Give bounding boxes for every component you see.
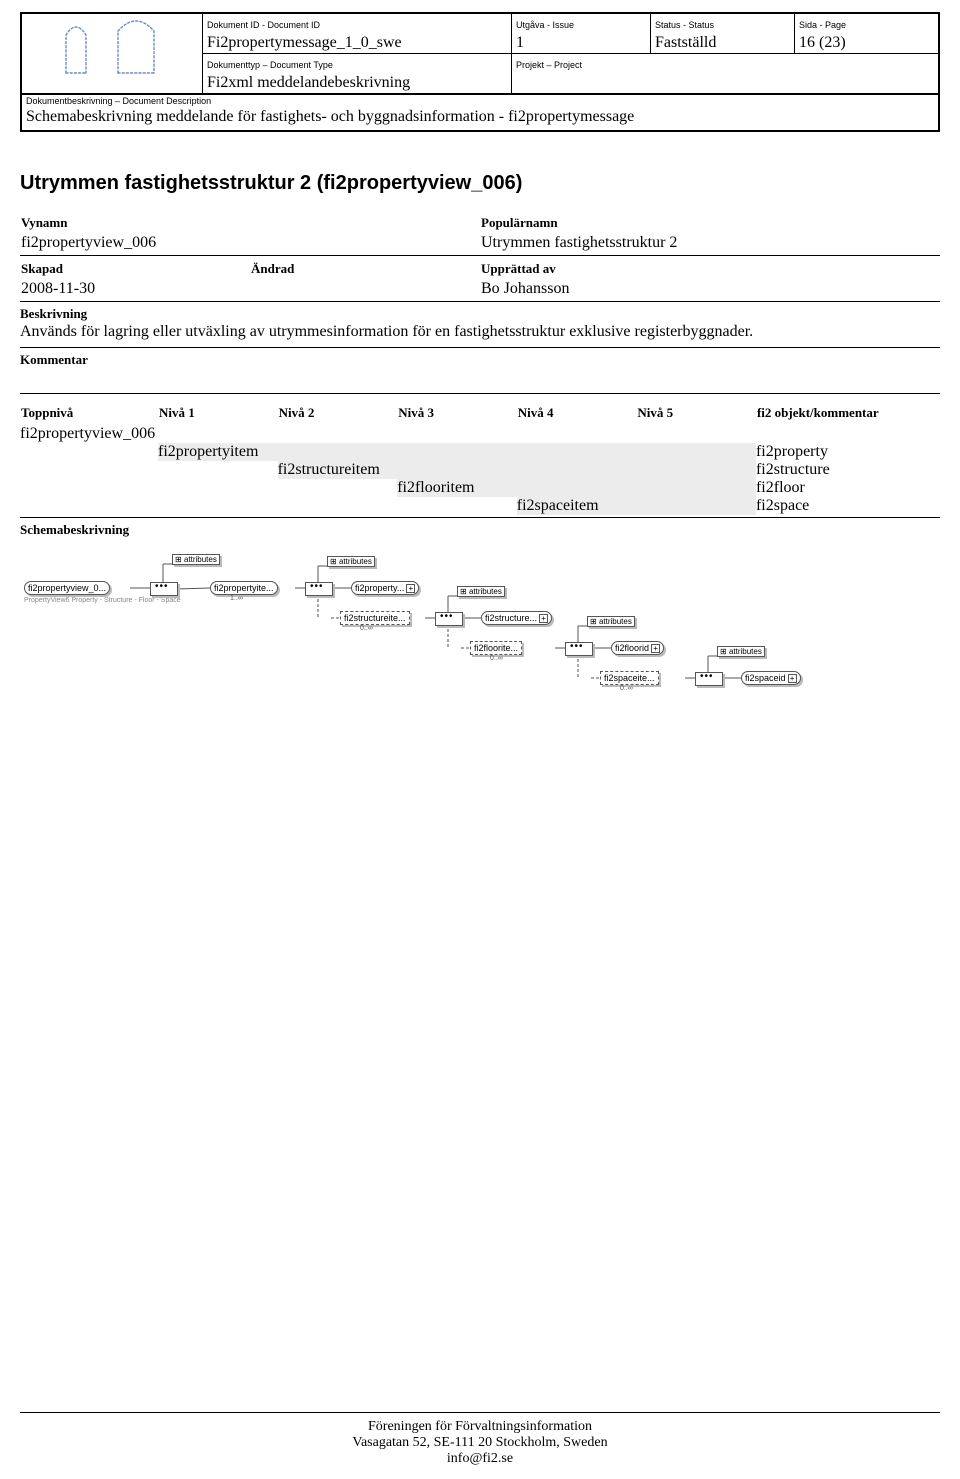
level-cell: fi2propertyitem [158, 443, 278, 461]
schema-seq [695, 672, 723, 686]
levels-header: Nivå 2 [278, 404, 398, 425]
schema-attr: attributes [457, 586, 505, 597]
val-uppratt: Bo Johansson [481, 280, 569, 297]
schema-child: fi2spaceid+ [741, 671, 801, 685]
schema-item: fi2floorite... [470, 641, 522, 655]
levels-row: fi2propertyitem fi2property [20, 443, 940, 461]
level-object: fi2floor [756, 479, 940, 497]
schema-card: 1..∞ [230, 595, 243, 602]
schema-diagram: fi2propertyview_0... PropertyView6 Proper… [20, 545, 890, 725]
lbl-page: Sida - Page [799, 20, 846, 30]
schema-root: fi2propertyview_0... [24, 581, 110, 595]
val-docdesc: Schemabeskrivning meddelande för fastigh… [26, 108, 634, 125]
footer-line2: Vasagatan 52, SE-111 20 Stockholm, Swede… [0, 1435, 960, 1451]
level-object [756, 425, 940, 443]
levels-row: fi2spaceitem fi2space [20, 497, 940, 515]
levels-header: Nivå 4 [517, 404, 637, 425]
lbl-project: Projekt – Project [516, 60, 582, 70]
schema-child: fi2floorid+ [611, 641, 664, 655]
val-popnamn: Utrymmen fastighetsstruktur 2 [481, 234, 677, 251]
level-cell: fi2flooritem [397, 479, 517, 497]
schema-attr: attributes [172, 554, 220, 565]
levels-row: fi2structureitem fi2structure [20, 461, 940, 479]
lbl-docdesc: Dokumentbeskrivning – Document Descripti… [26, 96, 934, 107]
lbl-andrad: Ändrad [251, 261, 294, 276]
schema-item: fi2spaceite... [600, 671, 659, 685]
lbl-schema: Schemabeskrivning [20, 522, 129, 537]
levels-header: fi2 objekt/kommentar [756, 404, 940, 425]
schema-card: 0..∞ [360, 625, 373, 632]
val-beskr: Används för lagring eller utväxling av u… [20, 323, 753, 340]
section-title: Utrymmen fastighetsstruktur 2 (fi2proper… [20, 172, 940, 195]
val-docid: Fi2propertymessage_1_0_swe [207, 34, 402, 51]
schema-child: fi2structure...+ [481, 611, 552, 625]
levels-row: fi2propertyview_006 [20, 425, 940, 443]
val-issue: 1 [516, 34, 524, 51]
lbl-beskr: Beskrivning [20, 306, 87, 321]
val-doctype: Fi2xml meddelandebeskrivning [207, 74, 410, 91]
schema-root-subtitle: PropertyView6 Property - Structure - Flo… [24, 597, 181, 605]
footer: Föreningen för Förvaltningsinformation V… [0, 1412, 960, 1467]
level-cell: fi2spaceitem [517, 497, 637, 515]
schema-item: fi2propertyite... [210, 581, 278, 595]
val-status: Fastställd [655, 34, 716, 51]
val-vynamn: fi2propertyview_006 [21, 234, 156, 251]
level-cell: fi2propertyview_006 [20, 425, 158, 443]
schema-seq [305, 582, 333, 596]
schema-child: fi2property...+ [351, 581, 419, 595]
lbl-issue: Utgåva - Issue [516, 20, 574, 30]
levels-header: Nivå 5 [636, 404, 756, 425]
footer-line1: Föreningen för Förvaltningsinformation [0, 1419, 960, 1435]
meta-block: Vynamn Populärnamn fi2propertyview_006 U… [20, 213, 940, 394]
lbl-komm: Kommentar [20, 352, 88, 367]
val-page: 16 (23) [799, 34, 846, 51]
footer-line3: info@fi2.se [0, 1451, 960, 1467]
lbl-popnamn: Populärnamn [481, 215, 558, 230]
lbl-skapad: Skapad [21, 261, 63, 276]
level-object: fi2structure [756, 461, 940, 479]
schema-seq [150, 582, 178, 596]
level-cell: fi2structureitem [278, 461, 398, 479]
schema-attr: attributes [587, 616, 635, 627]
schema-attr: attributes [327, 556, 375, 567]
levels-header: Nivå 1 [158, 404, 278, 425]
levels-header: Nivå 3 [397, 404, 517, 425]
lbl-vynamn: Vynamn [21, 215, 67, 230]
logo [26, 15, 176, 77]
levels-row: fi2flooritem fi2floor [20, 479, 940, 497]
lbl-doctype: Dokumenttyp – Document Type [207, 60, 333, 70]
schema-item: fi2structureite... [340, 611, 410, 625]
schema-seq [435, 612, 463, 626]
levels-header: Toppnivå [20, 404, 158, 425]
schema-attr: attributes [717, 646, 765, 657]
levels-table: ToppnivåNivå 1Nivå 2Nivå 3Nivå 4Nivå 5fi… [20, 404, 940, 515]
doc-header: Dokument ID - Document ID Fi2propertymes… [20, 12, 940, 132]
schema-card: 0..∞ [490, 655, 503, 662]
schema-card: 0..∞ [620, 685, 633, 692]
lbl-uppratt: Upprättad av [481, 261, 556, 276]
val-skapad: 2008-11-30 [21, 280, 95, 297]
schema-seq [565, 642, 593, 656]
lbl-docid: Dokument ID - Document ID [207, 20, 320, 30]
level-object: fi2space [756, 497, 940, 515]
level-object: fi2property [756, 443, 940, 461]
logo-cell [22, 14, 203, 94]
lbl-status: Status - Status [655, 20, 714, 30]
